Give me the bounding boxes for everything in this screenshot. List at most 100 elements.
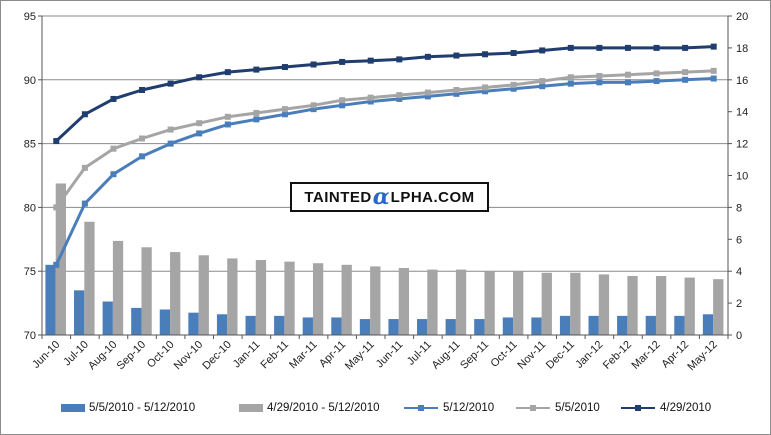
data-point	[139, 135, 146, 142]
data-point	[167, 140, 174, 147]
x-tick-label: Dec-11	[544, 339, 577, 372]
bar	[674, 315, 685, 335]
legend-item-bar-1: 5/5/2010 - 5/12/2010	[61, 402, 195, 414]
data-point	[510, 81, 517, 88]
bar	[312, 263, 324, 335]
data-point	[196, 130, 203, 137]
x-tick-label: Jan-12	[573, 339, 605, 371]
y-right-tick-label: 20	[736, 11, 748, 23]
legend-label: 5/5/2010	[555, 402, 600, 414]
data-point	[567, 74, 574, 81]
data-point	[253, 109, 260, 116]
bar	[198, 255, 209, 335]
data-point	[396, 92, 403, 99]
bar	[102, 301, 113, 335]
data-point	[339, 102, 346, 109]
x-tick-label: Dec-10	[200, 339, 234, 373]
data-point	[196, 120, 203, 127]
data-point	[710, 43, 717, 50]
x-tick-label: Feb-11	[259, 339, 292, 372]
data-point	[310, 61, 317, 68]
bar	[598, 274, 610, 335]
x-tick-label: Sep-10	[115, 339, 149, 373]
bar	[131, 307, 142, 335]
bar	[541, 272, 552, 335]
legend-item-line-2: 5/5/2010	[516, 402, 600, 414]
data-point	[682, 69, 689, 76]
bar	[484, 271, 495, 335]
bar	[284, 261, 295, 335]
data-point	[367, 98, 374, 105]
data-point	[53, 204, 60, 211]
bar	[141, 247, 152, 335]
bar	[702, 314, 714, 335]
x-tick-label: Mar-12	[630, 339, 663, 372]
data-point	[339, 58, 346, 65]
y-left-tick-label: 70	[24, 330, 36, 342]
bar	[45, 264, 56, 335]
x-tick-label: Sep-11	[458, 339, 491, 372]
data-point	[253, 66, 260, 73]
data-point	[167, 80, 174, 87]
data-point	[710, 75, 717, 82]
data-point	[281, 111, 288, 118]
x-tick-label: Oct-10	[145, 339, 177, 371]
legend-line-marker	[621, 403, 655, 413]
y-right-tick-label: 0	[736, 330, 742, 342]
data-point	[196, 74, 203, 81]
data-point	[482, 88, 489, 95]
bar	[359, 319, 371, 335]
bar	[655, 275, 667, 335]
data-point	[253, 116, 260, 123]
data-point	[110, 171, 117, 178]
bar	[713, 279, 724, 335]
bar	[588, 315, 599, 335]
data-point	[653, 70, 660, 77]
bar	[684, 277, 695, 335]
bar	[112, 240, 124, 335]
x-tick-label: Jun-10	[30, 339, 62, 371]
data-point	[224, 121, 231, 128]
legend: 5/5/2010 - 5/12/2010 4/29/2010 - 5/12/20…	[41, 399, 761, 419]
y-left-tick-label: 95	[24, 11, 36, 23]
y-left-tick-label: 90	[24, 75, 36, 87]
data-point	[539, 78, 546, 85]
data-point	[453, 52, 460, 59]
x-tick-label: May-11	[343, 339, 377, 373]
data-point	[682, 44, 689, 51]
data-point	[281, 64, 288, 71]
data-point	[482, 84, 489, 91]
data-point	[53, 261, 60, 268]
bar	[55, 183, 67, 335]
data-point	[367, 57, 374, 64]
legend-swatch	[61, 404, 85, 412]
legend-item-line-1: 5/12/2010	[404, 402, 494, 414]
data-point	[424, 93, 431, 100]
axes	[38, 15, 732, 339]
x-tick-label: Jun-11	[374, 339, 406, 371]
bar	[227, 258, 238, 335]
data-point	[596, 79, 603, 86]
watermark-text-2: LPHA.COM	[390, 188, 475, 206]
bar	[159, 309, 171, 335]
data-point	[653, 78, 660, 85]
data-point	[510, 85, 517, 92]
y-right-tick-label: 6	[736, 234, 742, 246]
bar	[502, 317, 514, 335]
data-point	[539, 83, 546, 90]
data-point	[539, 47, 546, 54]
data-point	[281, 106, 288, 113]
data-point	[53, 138, 60, 145]
bar	[341, 264, 352, 335]
watermark-text-1: TAINTED	[304, 188, 372, 206]
data-point	[596, 72, 603, 79]
data-point	[424, 89, 431, 96]
y-left-tick-label: 80	[24, 202, 36, 214]
data-point	[224, 113, 231, 120]
data-point	[139, 87, 146, 94]
data-point	[682, 76, 689, 83]
data-point	[596, 44, 603, 51]
data-point	[482, 51, 489, 58]
